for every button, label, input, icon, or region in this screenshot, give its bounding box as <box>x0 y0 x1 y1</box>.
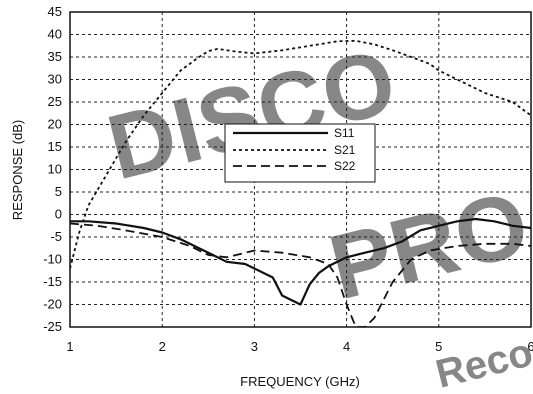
series-line-s22 <box>70 222 531 327</box>
legend-label-s11: S11 <box>334 126 355 140</box>
y-tick-label: 20 <box>48 117 62 132</box>
y-tick-label: -25 <box>43 319 62 334</box>
y-axis-title: RESPONSE (dB) <box>10 120 25 220</box>
x-tick-label: 4 <box>343 339 350 354</box>
x-tick-label: 1 <box>66 339 73 354</box>
y-tick-label: -20 <box>43 297 62 312</box>
legend-label-s21: S21 <box>334 143 356 157</box>
y-tick-label: -15 <box>43 274 62 289</box>
y-tick-label: 25 <box>48 94 62 109</box>
series-group <box>70 39 531 327</box>
y-tick-label: -10 <box>43 252 62 267</box>
plot-area <box>69 11 532 328</box>
y-tick-label: 35 <box>48 49 62 64</box>
watermark-text-2: PRO <box>320 172 533 319</box>
y-tick-label: 15 <box>48 139 62 154</box>
y-tick-label: 30 <box>48 72 62 87</box>
y-tick-label: 0 <box>55 207 62 222</box>
watermark-text-3: Reco <box>432 330 533 394</box>
series-line-s21 <box>70 39 531 269</box>
x-tick-label: 2 <box>159 339 166 354</box>
x-tick-label: 5 <box>435 339 442 354</box>
y-tick-label: 10 <box>48 162 62 177</box>
y-tick-label: 5 <box>55 184 62 199</box>
y-tick-label: 40 <box>48 27 62 42</box>
series-line-s11 <box>70 217 531 306</box>
y-tick-label: 45 <box>48 4 62 19</box>
x-tick-label: 3 <box>251 339 258 354</box>
legend: S11 S21 S22 <box>224 123 376 183</box>
x-axis-title: FREQUENCY (GHz) <box>240 374 360 389</box>
legend-label-s22: S22 <box>334 159 356 173</box>
x-tick-label: 6 <box>527 339 533 354</box>
y-tick-label: -5 <box>50 229 62 244</box>
